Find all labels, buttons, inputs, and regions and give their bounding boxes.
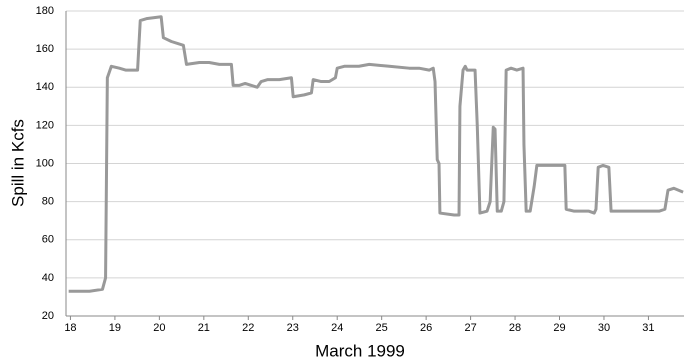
y-tick-label: 60 <box>42 234 54 246</box>
x-tick-label: 23 <box>287 322 299 334</box>
y-tick-label: 20 <box>42 310 54 322</box>
x-tick-label: 24 <box>331 322 343 334</box>
y-tick-label: 100 <box>36 157 54 169</box>
y-tick-label: 180 <box>36 5 54 17</box>
y-tick-label: 120 <box>36 119 54 131</box>
y-axis-title: Spill in Kcfs <box>8 119 27 207</box>
x-axis-title: March 1999 <box>315 341 405 360</box>
x-tick-label: 19 <box>109 322 121 334</box>
x-tick-label: 27 <box>464 322 476 334</box>
y-tick-label: 40 <box>42 272 54 284</box>
x-tick-label: 22 <box>242 322 254 334</box>
data-line <box>68 15 684 293</box>
x-tick-label: 18 <box>64 322 76 334</box>
y-tick-label: 80 <box>42 196 54 208</box>
x-tick-label: 30 <box>598 322 610 334</box>
x-tick-label: 21 <box>198 322 210 334</box>
x-tick-label: 28 <box>509 322 521 334</box>
x-tick-label: 20 <box>153 322 165 334</box>
y-tick-label: 160 <box>36 43 54 55</box>
y-tick-label: 140 <box>36 81 54 93</box>
x-tick-label: 25 <box>376 322 388 334</box>
x-tick-label: 26 <box>420 322 432 334</box>
x-tick-label: 29 <box>553 322 565 334</box>
x-tick-label: 31 <box>642 322 654 334</box>
